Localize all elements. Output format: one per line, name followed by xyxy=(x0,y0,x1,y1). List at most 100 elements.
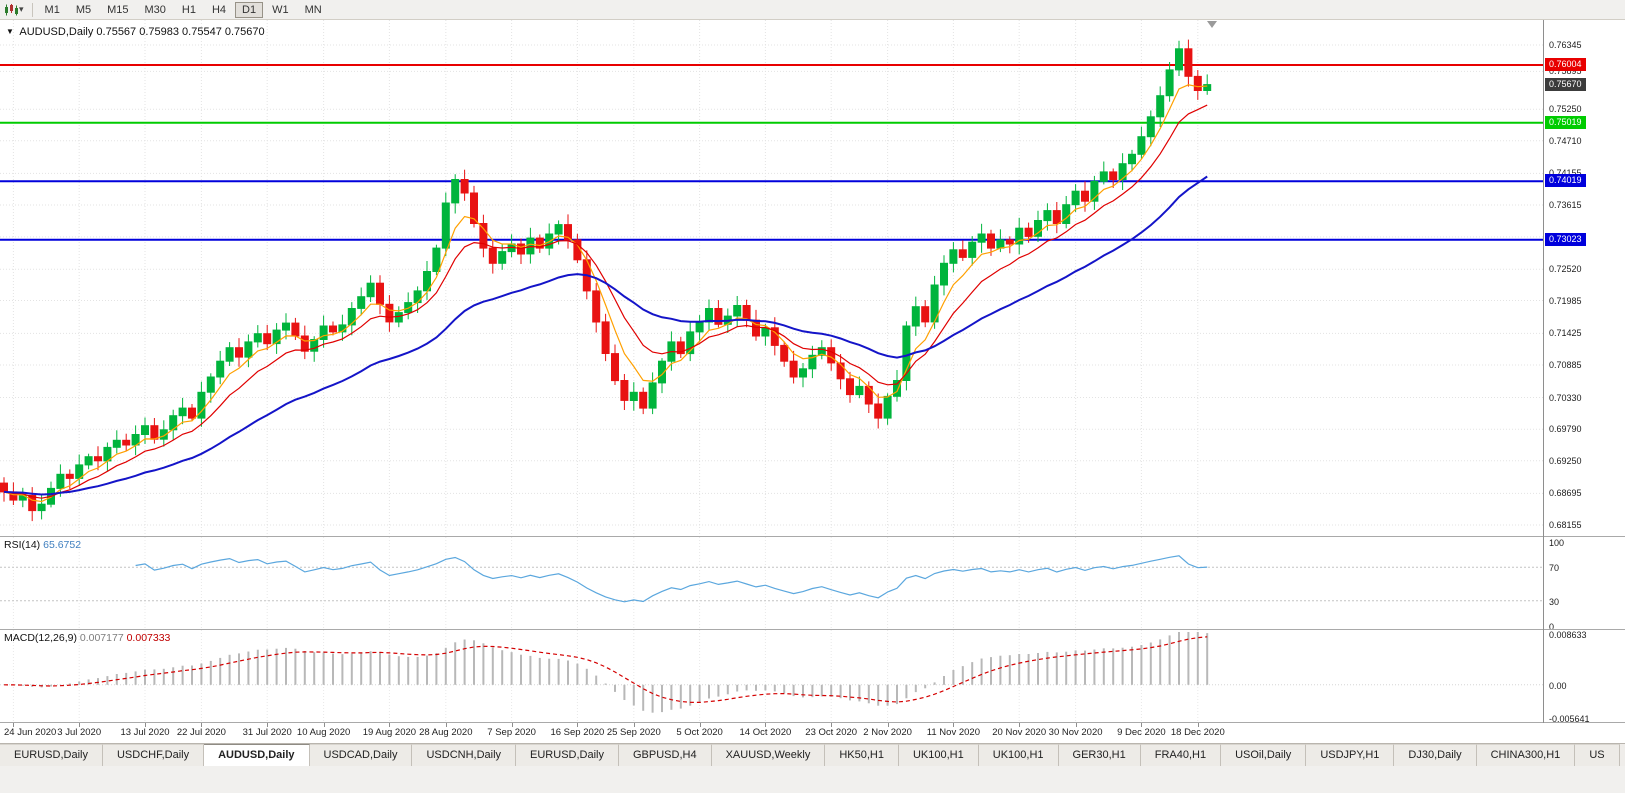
price-axis-label: 0.73615 xyxy=(1549,200,1582,210)
current-price-badge: 0.75670 xyxy=(1545,77,1586,91)
macd-signal-value: 0.007333 xyxy=(126,632,171,644)
price-axis-label: 0.74155 xyxy=(1549,168,1582,178)
date-tick-mark xyxy=(13,723,15,727)
chart-tab-audusd-daily[interactable]: AUDUSD,Daily xyxy=(204,744,310,766)
date-axis-label: 5 Oct 2020 xyxy=(676,727,723,738)
timeframe-button-h1[interactable]: H1 xyxy=(181,3,196,16)
date-tick-mark xyxy=(1141,723,1143,727)
chart-tab-bar: EURUSD,Daily USDCHF,Daily AUDUSD,Daily USDC… xyxy=(0,743,1625,766)
date-axis-label: 10 Aug 2020 xyxy=(296,727,351,738)
rsi-axis-label: 70 xyxy=(1549,563,1560,574)
chart-tab-xauusd-weekly[interactable]: XAUUSD,Weekly xyxy=(711,744,826,766)
date-axis-label: 3 Jul 2020 xyxy=(57,727,102,738)
chart-title: ▼ AUDUSD,Daily 0.75567 0.75983 0.75547 0… xyxy=(6,26,265,38)
chart-tab-usdcnh-daily[interactable]: USDCNH,Daily xyxy=(412,744,517,766)
chart-tab-hk50-h1[interactable]: HK50,H1 xyxy=(825,744,899,766)
bottom-strip xyxy=(0,766,1625,793)
level-price-badge: 0.73023 xyxy=(1545,232,1586,246)
chart-tab-usdjpy-h1[interactable]: USDJPY,H1 xyxy=(1306,744,1395,766)
main-chart-canvas[interactable] xyxy=(0,20,1543,536)
timeframe-button-d1[interactable]: D1 xyxy=(235,1,264,18)
date-tick-mark xyxy=(145,723,146,727)
price-axis-label: 0.70885 xyxy=(1549,360,1582,370)
date-axis-label: 22 Jul 2020 xyxy=(176,727,226,738)
chart-tab-uk100-h1[interactable]: UK100,H1 xyxy=(898,744,979,766)
chart-menu-triangle-icon[interactable]: ▼ xyxy=(6,27,14,36)
date-axis-label: 14 Oct 2020 xyxy=(739,727,792,738)
date-axis[interactable]: 24 Jun 2020 3 Jul 2020 13 Jul 2020 22 Jul 2… xyxy=(0,723,1543,742)
timeframe-button-h4[interactable]: H4 xyxy=(211,3,227,16)
price-axis-label: 0.75250 xyxy=(1549,104,1582,115)
chart-tab-us[interactable]: US xyxy=(1575,744,1620,766)
date-axis-label: 18 Dec 2020 xyxy=(1170,727,1225,738)
chart-tab-eurusd-daily[interactable]: EURUSD,Daily xyxy=(0,744,103,766)
date-axis-label: 20 Nov 2020 xyxy=(992,727,1047,738)
chart-tab-usdcad-daily[interactable]: USDCAD,Daily xyxy=(309,744,413,766)
date-axis-label: 13 Jul 2020 xyxy=(120,727,170,738)
rsi-macd-separator[interactable] xyxy=(0,629,1625,630)
date-tick-mark xyxy=(201,723,203,727)
date-axis-label: 30 Nov 2020 xyxy=(1048,727,1103,738)
date-tick-mark xyxy=(511,723,513,727)
rsi-axis-label: 30 xyxy=(1549,596,1560,607)
timeframe-button-w1[interactable]: W1 xyxy=(272,3,289,16)
chart-tab-dj30-daily[interactable]: DJ30,Daily xyxy=(1394,744,1477,766)
date-tick-mark xyxy=(831,723,833,727)
timeframe-button-m15[interactable]: M15 xyxy=(107,3,129,16)
chart-tab-eurusd-daily[interactable]: EURUSD,Daily xyxy=(516,744,619,766)
date-axis-label: 19 Aug 2020 xyxy=(362,727,417,738)
macd-panel-canvas[interactable] xyxy=(0,630,1543,722)
macd-dates-separator xyxy=(0,722,1625,723)
chart-shift-marker[interactable] xyxy=(1207,21,1217,28)
toolbar-separator xyxy=(31,2,33,17)
level-price-badge: 0.76004 xyxy=(1545,57,1586,71)
chart-symbol-label: AUDUSD,Daily xyxy=(19,26,94,38)
price-axis-label: 0.69250 xyxy=(1549,455,1582,466)
timeframe-toolbar: ▾ M1 M5 M15 M30 H1 H4 D1 W1 MN xyxy=(0,0,1625,20)
gap-strip xyxy=(0,741,1625,743)
date-tick-mark xyxy=(267,723,269,727)
chart-tab-fra40-h1[interactable]: FRA40,H1 xyxy=(1140,744,1222,766)
date-tick-mark xyxy=(699,723,701,727)
date-tick-mark xyxy=(633,723,635,727)
date-axis-label: 31 Jul 2020 xyxy=(242,727,292,738)
price-axis[interactable]: 0.76345 0.75895 0.75250 0.74710 0.74155 0.736… xyxy=(1544,20,1625,741)
rsi-current-value: 65.6752 xyxy=(43,539,82,551)
rsi-axis-label: 0 xyxy=(1549,622,1555,632)
date-axis-label: 7 Sep 2020 xyxy=(487,727,536,738)
timeframe-button-m5[interactable]: M5 xyxy=(75,3,92,16)
date-axis-label: 23 Oct 2020 xyxy=(805,727,858,738)
date-axis-label: 2 Nov 2020 xyxy=(863,727,912,738)
chart-tab-china300-h1[interactable]: CHINA300,H1 xyxy=(1476,744,1576,766)
price-axis-label: 0.75895 xyxy=(1549,66,1582,77)
timeframe-button-m1[interactable]: M1 xyxy=(44,3,60,16)
date-tick-mark xyxy=(1075,723,1077,727)
macd-axis-label: 0.008633 xyxy=(1549,629,1587,640)
price-axis-label: 0.68695 xyxy=(1549,488,1582,499)
macd-main-value: 0.007177 xyxy=(79,632,124,644)
date-tick-mark xyxy=(323,723,325,727)
chart-tab-usoil-daily[interactable]: USOil,Daily xyxy=(1221,744,1307,766)
date-tick-mark xyxy=(79,723,81,727)
price-axis-label: 0.71425 xyxy=(1549,328,1582,339)
rsi-axis-label: 100 xyxy=(1549,538,1565,548)
chart-tab-ger30-h1[interactable]: GER30,H1 xyxy=(1058,744,1141,766)
rsi-panel-canvas[interactable] xyxy=(0,537,1543,629)
chart-tab-gbpusd-h4[interactable]: GBPUSD,H4 xyxy=(619,744,712,766)
macd-axis-label: -0.005641 xyxy=(1549,713,1590,724)
chart-tab-usdchf-daily[interactable]: USDCHF,Daily xyxy=(102,744,205,766)
price-axis-label: 0.68155 xyxy=(1549,520,1582,531)
timeframe-button-m30[interactable]: M30 xyxy=(144,3,166,16)
chart-tab-uk100-h1[interactable]: UK100,H1 xyxy=(978,744,1059,766)
timeframe-button-mn[interactable]: MN xyxy=(304,3,322,16)
date-tick-mark xyxy=(389,723,391,727)
price-axis-label: 0.70330 xyxy=(1549,392,1582,403)
date-tick-mark xyxy=(887,723,889,727)
price-axis-label: 0.74710 xyxy=(1549,135,1582,146)
price-axis-label: 0.76345 xyxy=(1549,40,1582,50)
date-tick-mark xyxy=(577,723,579,727)
chart-type-button[interactable]: ▾ xyxy=(0,0,28,19)
main-rsi-separator[interactable] xyxy=(0,536,1625,537)
chevron-down-icon: ▾ xyxy=(19,4,24,14)
candlestick-chart-icon xyxy=(5,3,18,15)
